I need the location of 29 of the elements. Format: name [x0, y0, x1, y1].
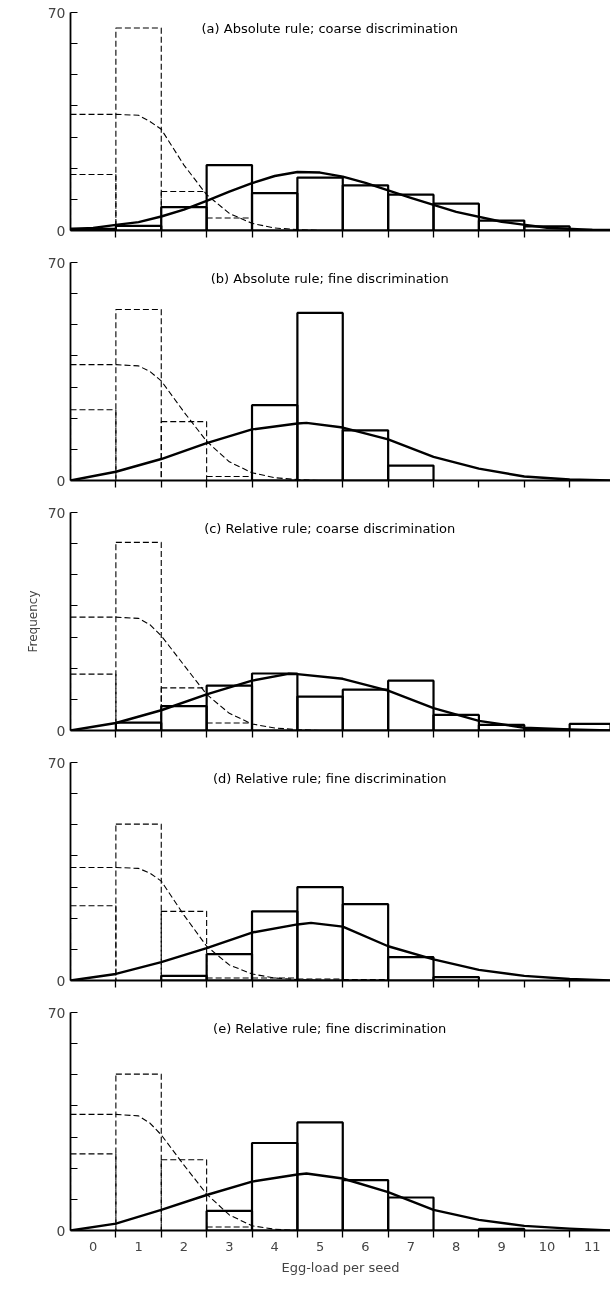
- y-axis-title: Frequency: [25, 590, 40, 653]
- y-tick-label: 0: [56, 222, 66, 239]
- y-tick-label: 70: [47, 504, 66, 521]
- text: (b) Absolute rule; fine discrimination: [210, 271, 449, 287]
- x-tick-label: 7: [406, 1238, 415, 1254]
- y-tick-label: 0: [56, 472, 66, 489]
- x-tick-label: 4: [270, 1238, 279, 1254]
- x-tick-label: 2: [179, 1238, 189, 1254]
- x-tick-label: 8: [452, 1238, 461, 1254]
- y-tick-label: 0: [56, 722, 66, 739]
- y-tick-label: 70: [47, 754, 66, 771]
- y-tick-label: 70: [47, 4, 66, 21]
- x-tick-label: 5: [315, 1238, 325, 1254]
- y-tick-label: 70: [47, 1004, 66, 1021]
- text: (c) Relative rule; coarse discrimination: [204, 521, 456, 537]
- x-tick-label: 3: [225, 1238, 234, 1254]
- x-tick-label: 9: [497, 1238, 506, 1254]
- text: (a) Absolute rule; coarse discrimination: [201, 21, 458, 37]
- x-tick-label: 1: [134, 1238, 143, 1254]
- x-tick-label: 0: [89, 1238, 98, 1254]
- y-tick-label: 0: [56, 1222, 66, 1239]
- text: (d) Relative rule; fine discrimination: [212, 771, 447, 787]
- x-tick-label: 10: [538, 1238, 556, 1254]
- y-tick-label: 0: [56, 972, 66, 989]
- x-tick-label: 11: [584, 1238, 601, 1254]
- y-tick-label: 70: [47, 254, 66, 271]
- x-axis-title: Egg-load per seed: [281, 1259, 400, 1275]
- text: (e) Relative rule; fine discrimination: [213, 1021, 447, 1037]
- x-tick-label: 6: [361, 1238, 370, 1254]
